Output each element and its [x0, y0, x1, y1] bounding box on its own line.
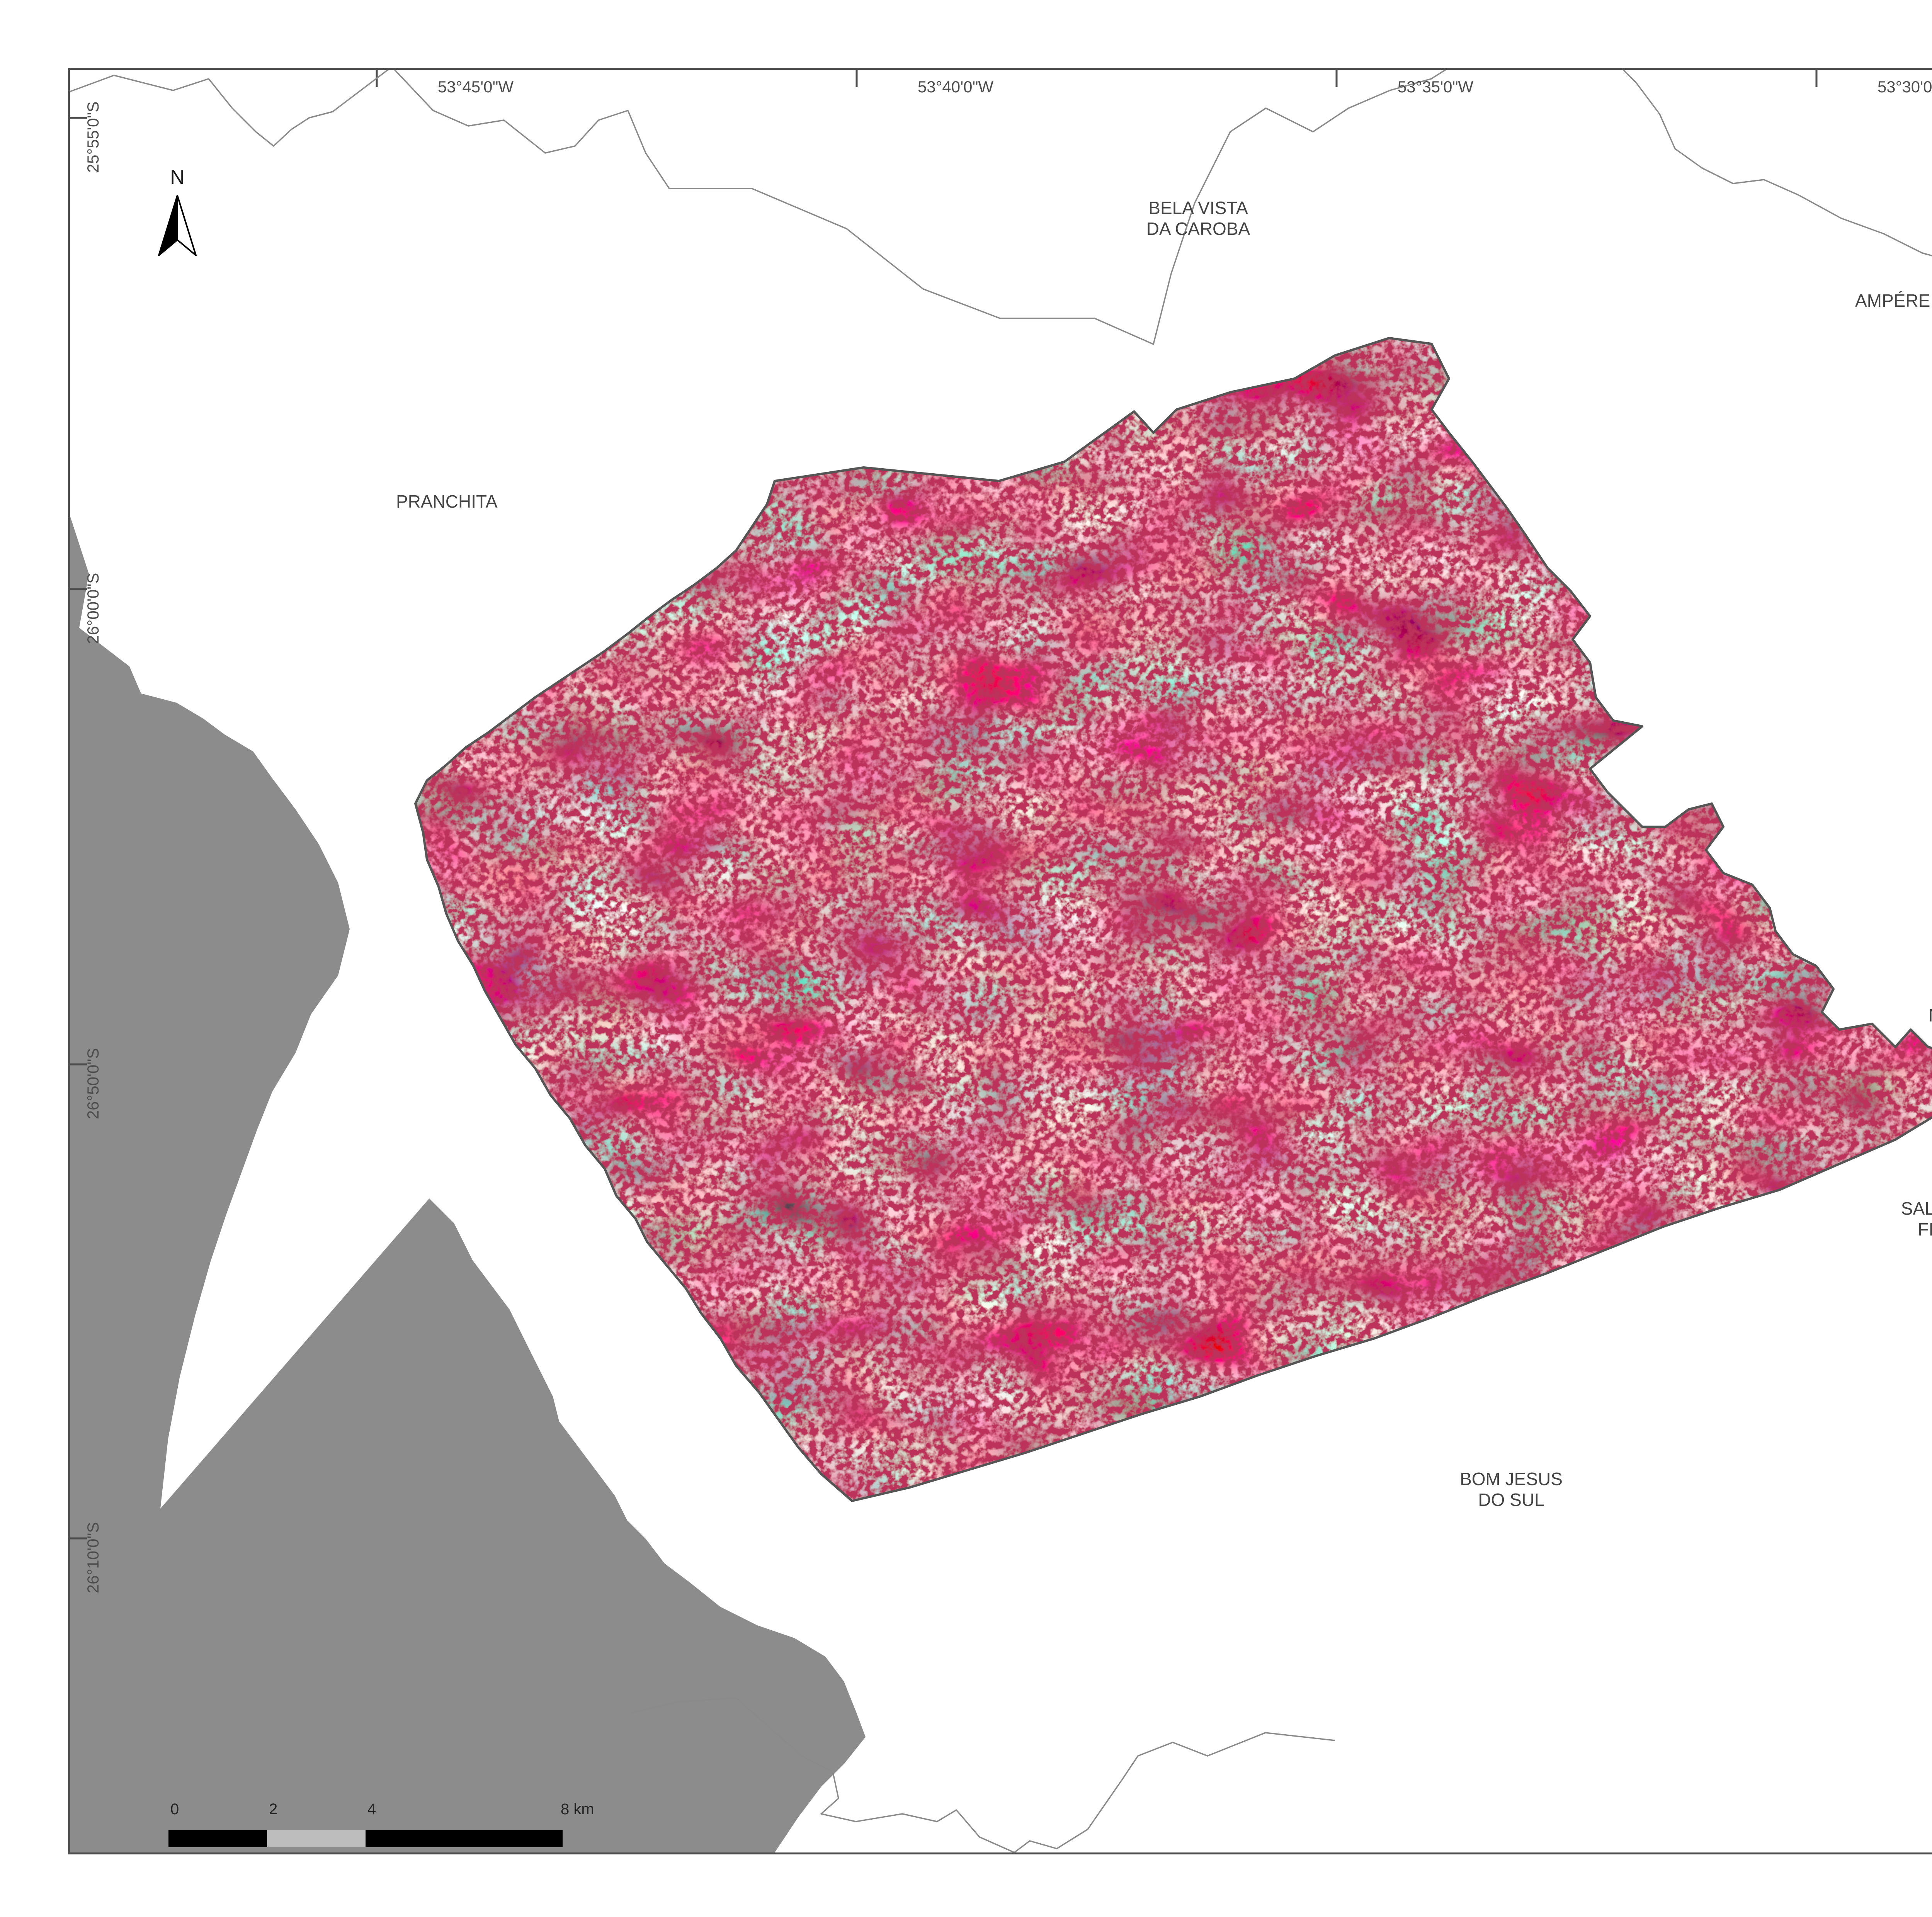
svg-text:N: N — [170, 167, 185, 189]
